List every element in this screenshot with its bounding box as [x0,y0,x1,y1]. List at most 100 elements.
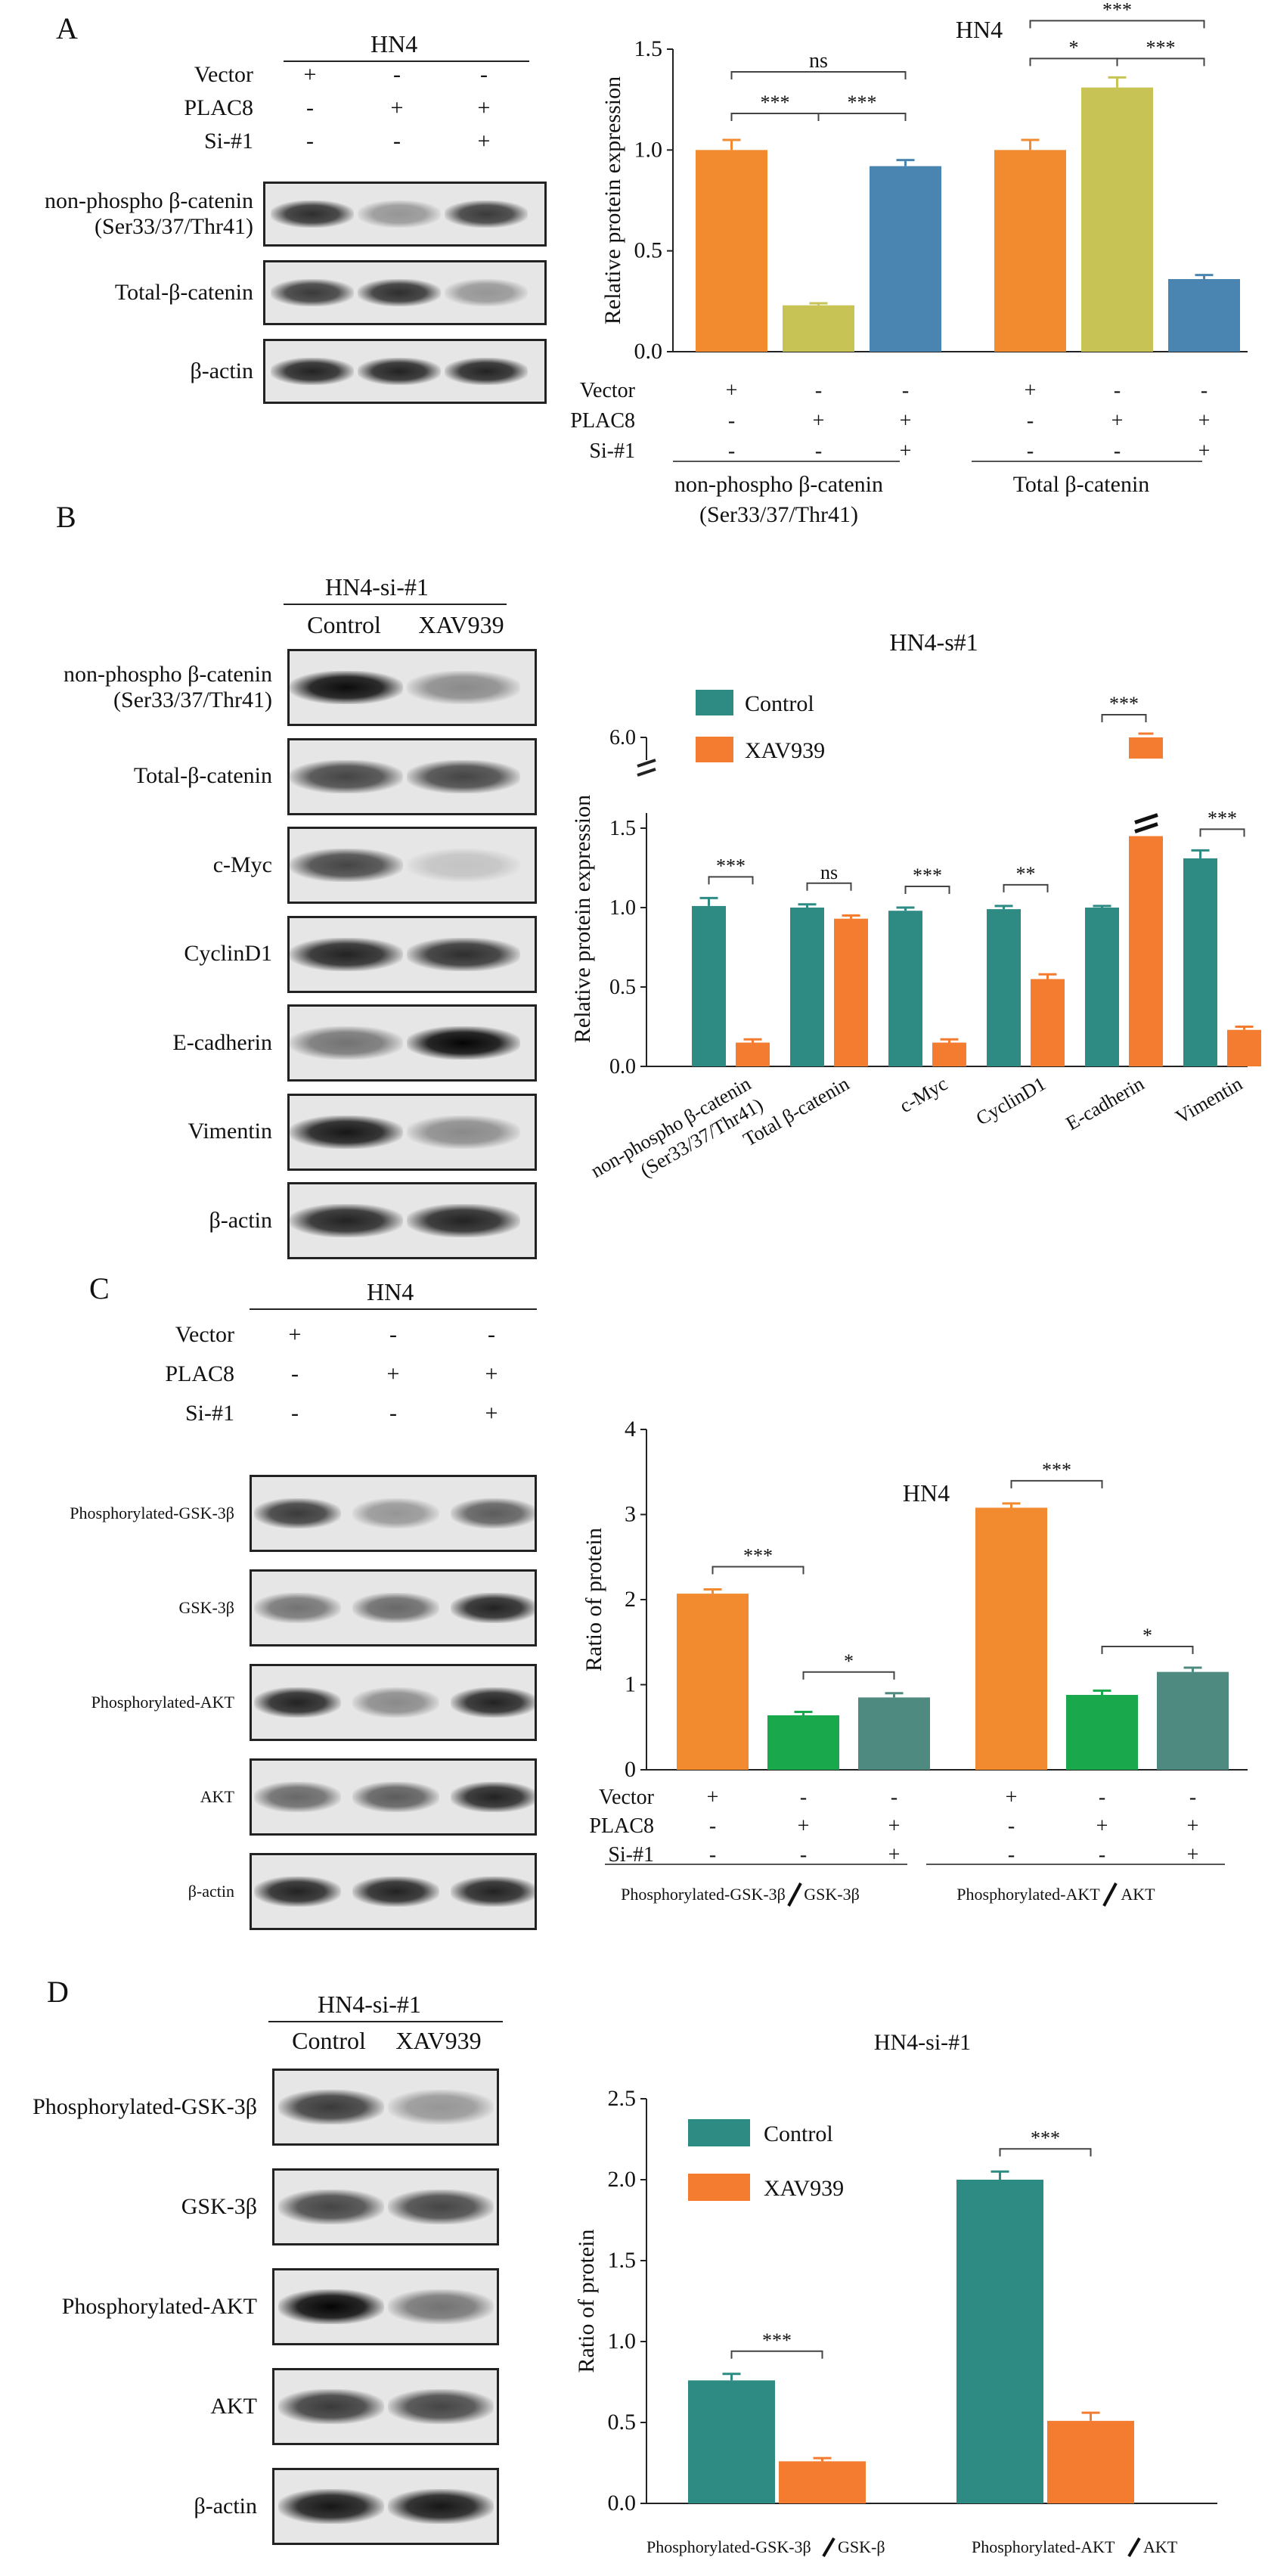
x-tick-label: CyclinD1 [972,1072,1049,1130]
blot-cell-line: HN4 [370,30,418,57]
y-axis-label: Relative protein expression [600,76,625,324]
treatment-sign: + [477,95,491,120]
y-tick-label: 0.5 [634,238,663,263]
blot-box [272,2368,499,2445]
blot-row-label: Phosphorylated-AKT [0,2268,257,2345]
treatment-sign: - [728,439,735,463]
blot-box [263,260,547,325]
bar [1129,737,1163,759]
panel-d-blot: HN4-si-#1 Control XAV939 Phosphorylated-GSK… [0,0,575,2576]
blot-band [278,2190,384,2224]
blot-header-line [284,604,507,605]
blot-band [407,671,520,704]
y-tick-label: 3 [625,1502,636,1527]
legend-label: XAV939 [764,2176,844,2201]
significance-label: * [844,1650,854,1672]
treatment-sign: + [1025,379,1037,402]
blot-header-line [250,1308,537,1310]
group-label: Total β-catenin [1013,472,1150,497]
y-tick-label: 0.0 [609,1055,636,1079]
bar-break-mark [1134,813,1158,833]
bar [858,1697,930,1770]
blot-band [450,1498,535,1529]
blot-box [272,2069,499,2146]
treatment-sign: - [1027,439,1034,463]
treatment-label: Si-#1 [184,1401,234,1426]
significance-bracket [1101,714,1147,722]
significance-label: *** [913,864,942,886]
treatment-label: PLAC8 [570,409,635,433]
treatment-sign: - [306,95,314,120]
treatment-sign: - [709,1843,716,1867]
significance-bracket [1029,57,1118,67]
blot-row-label-text: (Ser33/37/Thr41) [113,687,272,712]
blot-box [287,1004,537,1082]
blot-band [290,759,403,793]
bar [1047,2420,1134,2503]
treatment-sign: + [1198,439,1211,463]
chart-title: HN4 [956,16,1003,43]
treatment-sign: - [1099,1843,1105,1867]
treatment-label: Vector [580,379,636,402]
significance-label: *** [1102,0,1132,20]
ratio-slash [787,1882,802,1907]
group-label: Phosphorylated-AKT [972,2537,1115,2556]
panel-a-blot: HN4 Vector + - - PLAC8 - + + Si-#1 - - + non-phospho … [0,0,575,424]
blot-band [352,1876,439,1907]
blot-band [271,279,354,306]
treatment-sign: + [798,1814,810,1838]
significance-label: *** [1146,36,1176,58]
blot-band [352,1782,439,1812]
bar [688,2380,775,2503]
blot-band [271,358,354,385]
treatment-sign: + [900,409,912,433]
blot-cell-line: HN4 [367,1278,414,1305]
treatment-sign: - [1201,379,1208,402]
blot-band [445,279,528,306]
treatment-sign: - [902,379,909,402]
ratio-slash [822,2537,836,2558]
blot-band [407,937,520,971]
treatment-label: Vector [175,1322,234,1347]
significance-label: *** [1042,1459,1071,1481]
blot-header-line [268,2021,503,2022]
group-label: Phosphorylated-GSK-3β [646,2537,811,2556]
ratio-slash [1102,1882,1118,1907]
blot-row-label-text: Phosphorylated-AKT [61,2293,257,2319]
treatment-sign: + [485,1361,498,1386]
blot-row-label: β-actin [0,339,253,404]
blot-row-label-text: Total-β-catenin [114,279,253,305]
significance-bracket [806,882,852,891]
panel-b-chart: HN4-s#1 0.0 0.5 1.0 1.5 6.0 Relative protein e… [570,628,1261,1182]
blot-band [278,2389,384,2424]
bar [779,2461,866,2503]
significance-bracket [1003,883,1049,892]
y-tick-label: 1.0 [609,896,636,920]
bar [1183,858,1217,1066]
blot-band [388,2090,494,2124]
blot-band [290,849,403,882]
legend-label: Control [764,2121,833,2146]
significance-label: ns [820,861,838,883]
blot-row-label-text: c-Myc [212,852,272,877]
treatment-sign: - [488,1322,495,1347]
x-tick-label: E-cadherin [1062,1072,1148,1134]
y-tick-label: 1 [625,1672,636,1697]
blot-row-label-text: non-phospho β-catenin [63,661,272,687]
blot-row-label-text: β-actin [209,1207,272,1233]
significance-bracket [999,2148,1092,2157]
bar [1129,836,1163,1066]
blot-band [450,1782,535,1812]
blot-box [272,2168,499,2245]
y-axis-label: Relative protein expression [570,795,595,1043]
blot-row-label-text: E-cadherin [172,1029,272,1055]
group-label: (Ser33/37/Thr41) [699,502,858,527]
blot-box [287,737,537,815]
blot-row-label-text: Phosphorylated-GSK-3β [33,2093,257,2119]
blot-band [358,279,441,306]
blot-band [388,2389,494,2424]
chart-title: HN4-s#1 [889,628,978,656]
blot-row-label-text: GSK-3β [178,1598,234,1618]
y-tick-label: 4 [625,1417,636,1442]
blot-cell-line: HN4-si-#1 [318,1991,421,2018]
